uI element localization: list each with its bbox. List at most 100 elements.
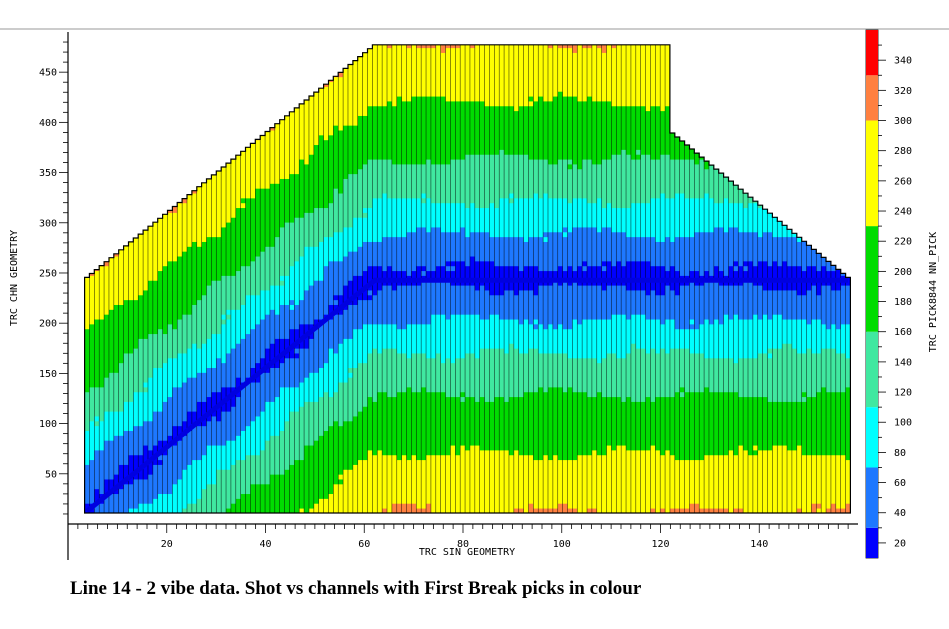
heatmap-cell (304, 115, 310, 121)
heatmap-cell (377, 168, 383, 175)
heatmap-cell (357, 105, 364, 112)
heatmap-cell (187, 275, 193, 281)
heatmap-cell (265, 154, 271, 160)
heatmap-cell (182, 251, 188, 257)
heatmap-cell (230, 227, 237, 233)
heatmap-cell (211, 377, 217, 383)
heatmap-cell (377, 391, 383, 398)
heatmap-cell (104, 411, 110, 417)
heatmap-cell (382, 440, 388, 446)
heatmap-cell (372, 130, 378, 136)
heatmap-cell (260, 338, 266, 344)
heatmap-cell (387, 202, 393, 209)
heatmap-cell (294, 386, 300, 393)
heatmap-cell (235, 333, 242, 339)
heatmap-cell (113, 353, 120, 359)
heatmap-cell (216, 197, 222, 204)
heatmap-cell (206, 420, 212, 427)
heatmap-cell (143, 285, 149, 291)
heatmap-cell (182, 246, 188, 252)
heatmap-cell (308, 212, 315, 218)
heatmap-cell (245, 193, 251, 199)
heatmap-cell (357, 183, 364, 189)
heatmap-cell (396, 130, 403, 136)
heatmap-cell (279, 149, 285, 155)
heatmap-cell (401, 377, 407, 383)
heatmap-cell (401, 319, 407, 325)
heatmap-cell (255, 435, 261, 441)
heatmap-cell (147, 464, 154, 470)
heatmap-cell (211, 416, 217, 422)
heatmap-cell (99, 328, 105, 335)
heatmap-cell (230, 246, 237, 252)
heatmap-cell (113, 406, 120, 412)
heatmap-cell (333, 357, 339, 364)
heatmap-cell (147, 256, 154, 262)
heatmap-cell (372, 96, 378, 102)
heatmap-cell (377, 469, 383, 475)
heatmap-cell (274, 474, 281, 480)
heatmap-cell (313, 241, 320, 247)
heatmap-cell (94, 454, 100, 461)
heatmap-cell (250, 493, 256, 499)
heatmap-cell (240, 212, 246, 218)
heatmap-cell (284, 343, 290, 349)
heatmap-cell (152, 236, 159, 242)
heatmap-cell (133, 294, 139, 301)
heatmap-cell (289, 309, 295, 315)
heatmap-cell (333, 101, 339, 107)
heatmap-cell (352, 348, 359, 354)
heatmap-cell (274, 123, 281, 126)
heatmap-cell (279, 319, 285, 325)
heatmap-cell (382, 425, 388, 432)
heatmap-cell (128, 508, 134, 514)
heatmap-cell (377, 67, 383, 73)
heatmap-cell (211, 483, 217, 490)
heatmap-cell (157, 382, 164, 388)
heatmap-cell (177, 391, 183, 398)
heatmap-cell (279, 464, 285, 470)
heatmap-cell (235, 474, 242, 480)
heatmap-cell (269, 377, 276, 383)
heatmap-cell (382, 76, 388, 83)
heatmap-cell (284, 328, 290, 335)
heatmap-cell (128, 503, 134, 509)
heatmap-cell (128, 367, 134, 373)
heatmap-cell (255, 362, 261, 368)
heatmap-cell (367, 246, 373, 252)
heatmap-cell (362, 125, 368, 131)
heatmap-cell (377, 207, 383, 213)
heatmap-cell (99, 508, 105, 514)
heatmap-cell (362, 86, 368, 92)
heatmap-cell (152, 396, 159, 402)
heatmap-cell (328, 260, 334, 267)
heatmap-cell (289, 382, 295, 388)
heatmap-cell (235, 459, 242, 465)
heatmap-cell (157, 328, 164, 335)
heatmap-cell (269, 202, 276, 209)
heatmap-cell (391, 91, 398, 97)
heatmap-cell (304, 479, 310, 485)
heatmap-cell (133, 333, 139, 339)
heatmap-cell (343, 193, 349, 199)
heatmap-cell (304, 435, 310, 441)
heatmap-cell (235, 319, 242, 325)
heatmap-cell (396, 139, 403, 146)
heatmap-cell (362, 294, 368, 301)
heatmap-cell (269, 227, 276, 233)
heatmap-cell (387, 270, 393, 276)
heatmap-cell (294, 430, 300, 436)
heatmap-cell (216, 464, 222, 470)
heatmap-cell (347, 386, 354, 393)
heatmap-cell (147, 377, 154, 383)
heatmap-cell (347, 164, 354, 170)
heatmap-cell (333, 459, 339, 465)
heatmap-cell (357, 372, 364, 378)
heatmap-cell (162, 357, 168, 364)
heatmap-cell (211, 382, 217, 388)
heatmap-cell (377, 348, 383, 354)
heatmap-cell (313, 493, 320, 499)
heatmap-cell (338, 474, 344, 480)
heatmap-cell (230, 420, 237, 427)
heatmap-cell (123, 401, 129, 407)
